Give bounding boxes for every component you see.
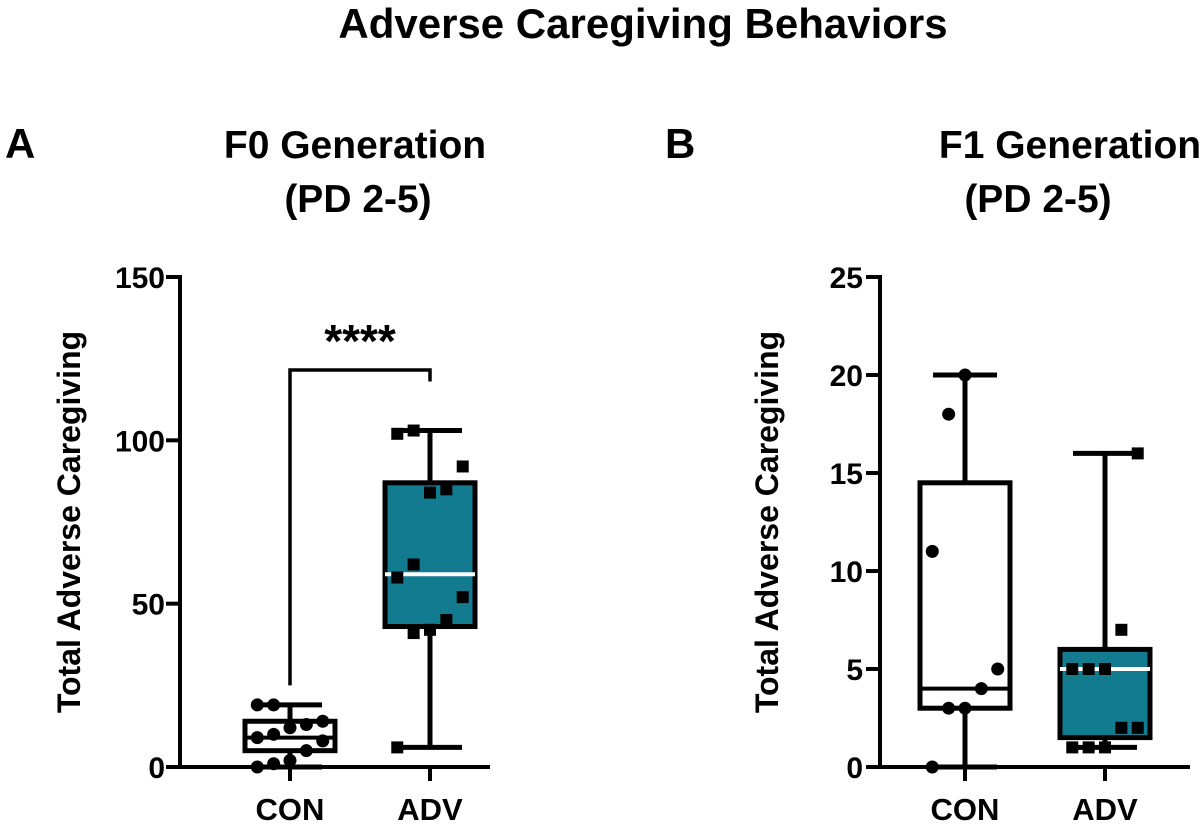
panel-b-box-con-point bbox=[942, 407, 956, 421]
panel-a-box-adv-point bbox=[424, 623, 436, 636]
panel-b-label: B bbox=[665, 120, 695, 167]
panel-a-box-adv-point bbox=[391, 571, 404, 584]
panel-a-box-con-point bbox=[267, 727, 281, 741]
panel-a-y-tick-label: 50 bbox=[132, 589, 165, 622]
panel-b-box-con-point bbox=[974, 682, 988, 696]
panel-a-box-con-point bbox=[250, 731, 264, 745]
panel-a-box-adv-point bbox=[407, 627, 420, 640]
panel-a-box-adv-point bbox=[424, 486, 436, 499]
panel-a-label: A bbox=[5, 120, 35, 167]
panel-a-x-tick-label-adv: ADV bbox=[397, 792, 463, 827]
panel-a-box-con-point bbox=[299, 718, 313, 732]
panel-b-box-con-point bbox=[958, 701, 972, 715]
figure-title: Adverse Caregiving Behaviors bbox=[338, 0, 947, 47]
panel-b-title-line2: (PD 2-5) bbox=[964, 178, 1111, 221]
panel-a-significance-stars: **** bbox=[324, 315, 396, 367]
panel-a-box-con-point bbox=[267, 757, 281, 771]
panel-b-box-adv-point bbox=[1131, 721, 1144, 734]
panel-b-box-adv-point bbox=[1131, 447, 1144, 460]
panel-b-y-tick-label: 20 bbox=[830, 360, 863, 393]
panel-b-x-tick-label-con: CON bbox=[931, 792, 1000, 827]
panel-b-box-adv-point bbox=[1115, 721, 1128, 734]
panel-a-y-tick-label: 150 bbox=[115, 262, 165, 295]
panel-b-box-con-point bbox=[925, 760, 939, 774]
panel-a-box-con-point bbox=[283, 753, 297, 767]
panel-b-y-tick-label: 5 bbox=[846, 654, 863, 687]
panel-a-box-adv-point bbox=[456, 591, 469, 604]
panel-a-y-axis-label: Total Adverse Caregiving bbox=[51, 331, 87, 713]
panel-b-y-axis-label: Total Adverse Caregiving bbox=[749, 331, 785, 713]
panel-a-box-con-point bbox=[283, 721, 297, 735]
panel-b-box-adv-point bbox=[1082, 741, 1095, 754]
panel-a-box-con-point bbox=[250, 760, 264, 774]
panel-a-plot: 0 50 100 150 CON ADV **** bbox=[115, 262, 490, 827]
panel-b-box-adv-point bbox=[1115, 623, 1128, 636]
panel-b-y-tick-label: 15 bbox=[830, 458, 863, 491]
panel-a-y-tick-label: 0 bbox=[148, 752, 165, 785]
panel-a-box-adv-point bbox=[391, 741, 404, 754]
panel-b-box-adv-point bbox=[1082, 663, 1095, 675]
panel-a-box-adv-iqr bbox=[382, 480, 478, 630]
panel-b-box-con-point bbox=[958, 368, 972, 382]
panel-b-box-con-point bbox=[991, 662, 1005, 676]
panel-b-plot: 0 5 10 15 20 25 CON ADV bbox=[830, 262, 1190, 827]
panel-b-box-adv-point bbox=[1066, 663, 1079, 675]
panel-a-box-con-point bbox=[316, 734, 330, 748]
panel-b-x-tick-label-adv: ADV bbox=[1072, 792, 1138, 827]
panel-a-significance-bracket bbox=[288, 368, 432, 686]
panel-a-box-con-point bbox=[316, 714, 330, 728]
panel-a-box-con-point bbox=[267, 698, 281, 712]
panel-a-x-tick-label-con: CON bbox=[256, 792, 325, 827]
panel-a-box-adv-point bbox=[440, 614, 453, 626]
panel-b-box-con-point bbox=[925, 544, 939, 558]
panel-a-box-adv-point bbox=[407, 424, 420, 437]
panel-b-y-tick-label: 10 bbox=[830, 556, 863, 589]
panel-a-box-adv-point bbox=[391, 427, 404, 440]
panel-b-y-tick-label: 25 bbox=[830, 262, 863, 295]
panel-a-title-line2: (PD 2-5) bbox=[284, 178, 431, 221]
panel-a-box-adv-point bbox=[440, 483, 453, 496]
panel-a-title-line1: F0 Generation bbox=[224, 124, 486, 167]
panel-a-y-tick-label: 100 bbox=[115, 425, 165, 458]
panel-a-box-adv-point bbox=[456, 460, 469, 473]
panel-a-box-con-point bbox=[299, 744, 313, 758]
panel-a-box-con-point bbox=[250, 698, 264, 712]
panel-a-box-adv-point bbox=[407, 558, 420, 571]
panel-b-y-tick-label: 0 bbox=[846, 752, 863, 785]
panel-b-box-adv-point bbox=[1099, 663, 1111, 675]
panel-b-title-line1: F1 Generation bbox=[939, 124, 1200, 167]
panel-b-box-adv-point bbox=[1099, 741, 1111, 754]
panel-b-box-adv-point bbox=[1066, 741, 1079, 754]
panel-b-box-con-point bbox=[942, 701, 956, 715]
